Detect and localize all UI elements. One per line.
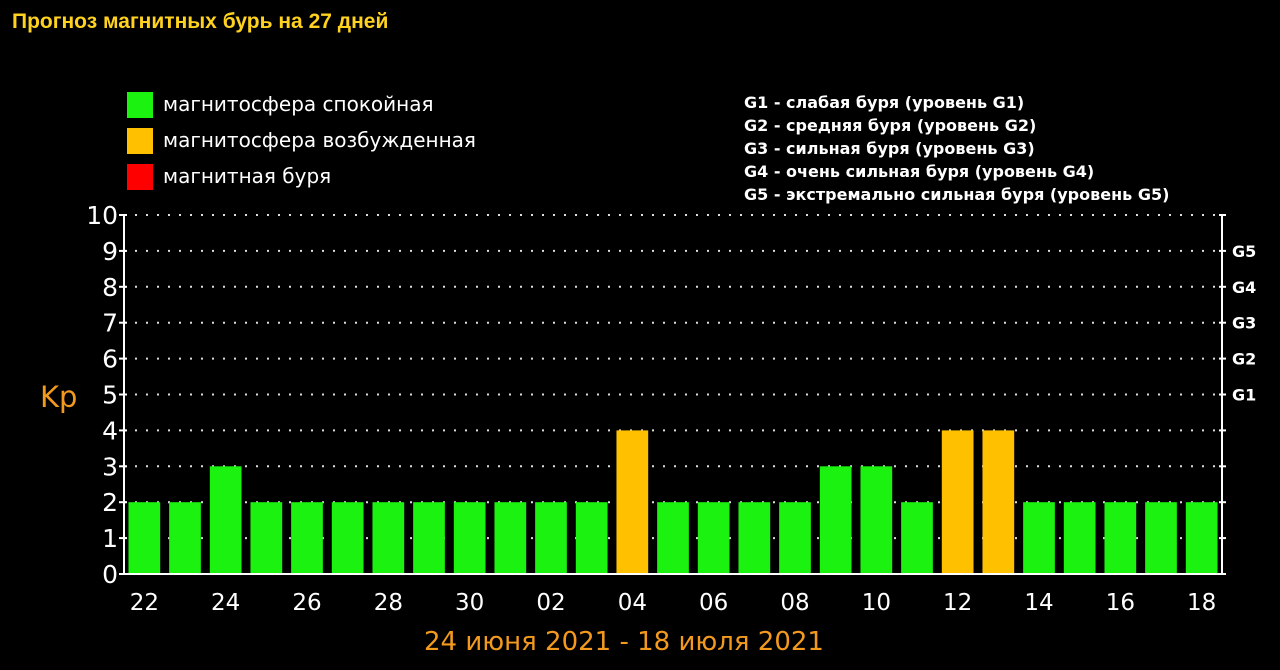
bar	[1185, 502, 1218, 574]
g-level-tick-label: G4	[1232, 278, 1256, 297]
y-tick-label: 8	[102, 273, 118, 302]
bar	[616, 430, 649, 574]
y-tick-label: 2	[102, 488, 118, 517]
bar	[982, 430, 1015, 574]
legend-swatch-storm	[127, 164, 153, 190]
y-axis-label: Kp	[40, 380, 77, 414]
x-tick-label: 04	[618, 590, 647, 616]
bar	[250, 502, 283, 574]
x-tick-label: 26	[292, 590, 321, 616]
bar	[1145, 502, 1177, 574]
y-tick-label: 7	[102, 309, 118, 338]
x-tick-label: 18	[1187, 590, 1216, 616]
g-level-tick-label: G3	[1232, 314, 1256, 333]
bar	[860, 466, 893, 574]
legend-swatch-active	[127, 128, 153, 154]
y-tick-label: 9	[102, 237, 118, 266]
bar	[128, 502, 161, 574]
x-tick-label: 14	[1024, 590, 1053, 616]
storm-level-g1: G1 - слабая буря (уровень G1)	[744, 93, 1025, 112]
bar	[1023, 502, 1055, 574]
x-tick-label: 12	[943, 590, 972, 616]
bar	[738, 502, 771, 574]
bar	[697, 502, 730, 574]
page-title: Прогноз магнитных бурь на 27 дней	[12, 10, 389, 33]
y-tick-label: 3	[102, 452, 118, 481]
x-tick-label: 30	[455, 590, 484, 616]
y-tick-label: 0	[102, 560, 118, 589]
bar	[209, 466, 242, 574]
legend-label-storm: магнитная буря	[163, 164, 332, 188]
storm-level-g3: G3 - сильная буря (уровень G3)	[744, 139, 1035, 158]
x-tick-label: 08	[780, 590, 809, 616]
x-tick-label: 22	[130, 590, 159, 616]
x-tick-label: 02	[536, 590, 565, 616]
storm-level-g4: G4 - очень сильная буря (уровень G4)	[744, 162, 1095, 181]
storm-level-g5: G5 - экстремально сильная буря (уровень …	[744, 185, 1170, 204]
bar	[657, 502, 689, 574]
storm-level-g2: G2 - средняя буря (уровень G2)	[744, 116, 1037, 135]
bar	[1104, 502, 1137, 574]
g-level-tick-labels: G1 G2 G3 G4 G5	[1232, 242, 1256, 405]
x-tick-label: 10	[862, 590, 891, 616]
g-level-tick-label: G2	[1232, 350, 1256, 369]
bar	[1063, 502, 1096, 574]
bar	[779, 502, 811, 574]
storm-level-legend: G1 - слабая буря (уровень G1) G2 - средн…	[744, 91, 1169, 206]
g-level-tick-label: G1	[1232, 386, 1256, 405]
bars	[128, 430, 1218, 574]
y-tick-label: 4	[102, 416, 118, 445]
x-tick-label: 24	[211, 590, 240, 616]
y-tick-label: 1	[102, 524, 118, 553]
y-tick-labels: 0 1 2 3 4 5 6 7 8 9 10	[86, 201, 118, 589]
x-tick-labels: 22 24 26 28 30 02 04 06 08 10 12 14 16 18	[130, 590, 1217, 616]
g-level-tick-label: G5	[1232, 242, 1256, 261]
x-tick-label: 28	[374, 590, 403, 616]
bar	[901, 502, 933, 574]
axes	[119, 214, 1226, 575]
bar	[372, 502, 405, 574]
legend-swatch-quiet	[127, 92, 153, 118]
bar	[494, 502, 527, 574]
bar	[291, 502, 323, 574]
bar	[331, 502, 364, 574]
bar	[169, 502, 201, 574]
bar	[575, 502, 608, 574]
legend-label-quiet: магнитосфера спокойная	[163, 92, 434, 116]
x-axis-label: 24 июня 2021 - 18 июля 2021	[424, 627, 824, 657]
y-tick-label: 6	[102, 345, 118, 374]
legend-label-active: магнитосфера возбужденная	[163, 128, 476, 152]
x-tick-label: 06	[699, 590, 728, 616]
bar	[453, 502, 486, 574]
bar	[941, 430, 974, 574]
grid-lines	[124, 214, 1222, 540]
y-tick-label: 10	[86, 201, 118, 230]
bar	[413, 502, 445, 574]
bar	[819, 466, 852, 574]
x-tick-label: 16	[1106, 590, 1135, 616]
y-tick-label: 5	[102, 381, 118, 410]
bar	[535, 502, 567, 574]
